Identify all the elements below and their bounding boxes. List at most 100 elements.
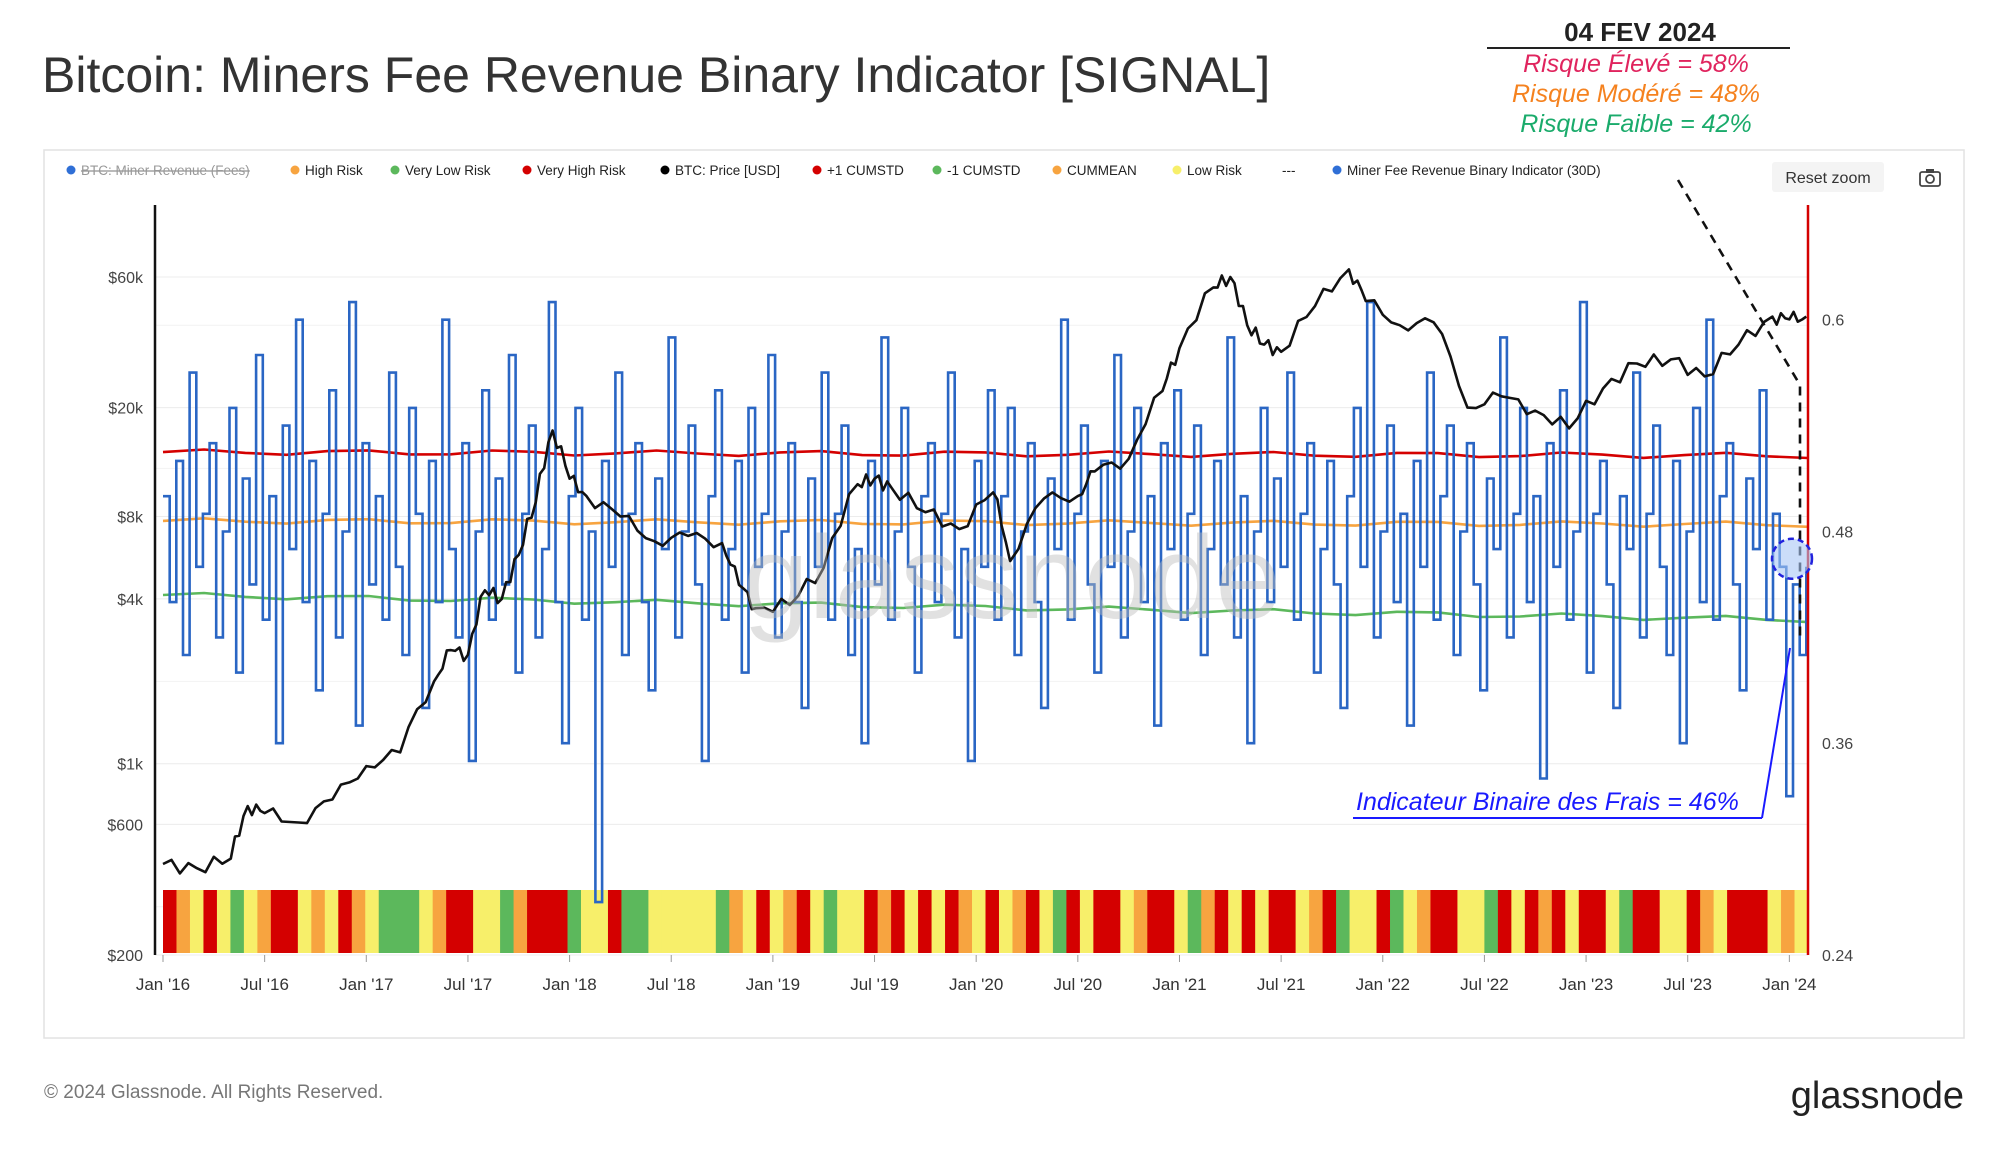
risk-annotation: 04 FEV 2024 Risque Élevé = 58% Risque Mo…: [1487, 17, 1790, 138]
risk-band-stripe: [1160, 890, 1175, 953]
reset-zoom-button[interactable]: Reset zoom: [1772, 162, 1884, 192]
risk-band-stripe: [1646, 890, 1661, 953]
risk-band-stripe: [648, 890, 663, 953]
x-tick-label: Jan '19: [746, 975, 800, 994]
legend-label: BTC: Price [USD]: [675, 163, 780, 178]
legend-item[interactable]: BTC: Price [USD]: [660, 163, 781, 178]
legend-marker: [290, 165, 300, 175]
x-tick-label: Jul '17: [444, 975, 493, 994]
risk-band-stripe: [1565, 890, 1580, 953]
risk-band-stripe: [540, 890, 555, 953]
legend-label: BTC: Miner Revenue (Fees): [81, 163, 250, 178]
risk-band-stripe: [756, 890, 771, 953]
legend-item[interactable]: BTC: Miner Revenue (Fees): [66, 163, 250, 178]
risk-band-stripe: [284, 890, 299, 953]
legend-label: -1 CUMSTD: [947, 163, 1021, 178]
legend-label: CUMMEAN: [1067, 163, 1137, 178]
risk-band-stripe: [796, 890, 811, 953]
risk-band-stripe: [1578, 890, 1593, 953]
risk-band-stripe: [1309, 890, 1324, 953]
legend-item[interactable]: ---: [1282, 163, 1296, 178]
risk-band-stripe: [972, 890, 987, 953]
legend-item[interactable]: CUMMEAN: [1052, 163, 1137, 178]
legend-item[interactable]: Miner Fee Revenue Binary Indicator (30D): [1332, 163, 1601, 178]
legend-marker: [522, 165, 532, 175]
legend-item[interactable]: -1 CUMSTD: [932, 163, 1021, 178]
risk-band-stripe: [365, 890, 380, 953]
y-right-tick-label: 0.48: [1822, 524, 1853, 541]
callout-pointer: [1761, 647, 1791, 819]
risk-band-stripe: [998, 890, 1014, 953]
risk-band-stripe: [904, 890, 919, 953]
legend-item[interactable]: High Risk: [290, 163, 364, 178]
risk-band-stripe: [1390, 890, 1405, 953]
page-title: Bitcoin: Miners Fee Revenue Binary Indic…: [42, 47, 1270, 103]
risk-band-stripe: [1079, 890, 1094, 953]
annotation-risk-high: Risque Élevé = 58%: [1523, 49, 1749, 78]
latest-value-marker: [1770, 537, 1814, 581]
legend-marker: [932, 165, 942, 175]
risk-band-stripe: [378, 890, 393, 953]
x-tick-label: Jan '24: [1762, 975, 1816, 994]
risk-band-stripe: [931, 890, 946, 953]
risk-band-stripe: [311, 890, 326, 953]
x-tick-label: Jan '22: [1356, 975, 1410, 994]
y-right-tick-label: 0.6: [1822, 313, 1844, 330]
risk-band-stripe: [1174, 890, 1189, 953]
risk-band-stripe: [1295, 890, 1310, 953]
risk-band-stripe: [1147, 890, 1162, 953]
risk-band-stripe: [351, 890, 366, 953]
camera-icon[interactable]: [1919, 169, 1941, 187]
risk-band-stripe: [823, 890, 838, 953]
legend-item[interactable]: Low Risk: [1172, 163, 1243, 178]
risk-band-stripe: [958, 890, 973, 953]
risk-band-stripe: [1713, 890, 1728, 953]
risk-band-stripe: [1228, 890, 1243, 953]
risk-band-stripe: [1025, 890, 1041, 953]
risk-band-stripe: [1133, 890, 1148, 953]
risk-band-stripe: [554, 890, 569, 953]
y-left-tick-label: $4k: [117, 592, 144, 609]
legend: BTC: Miner Revenue (Fees) High Risk Very L…: [66, 163, 1601, 178]
risk-band-stripe: [1363, 890, 1378, 953]
legend-item[interactable]: Very High Risk: [522, 163, 626, 178]
x-tick-label: Jan '21: [1152, 975, 1206, 994]
copyright-text: © 2024 Glassnode. All Rights Reserved.: [44, 1082, 383, 1103]
legend-item[interactable]: +1 CUMSTD: [812, 163, 905, 178]
risk-band-stripe: [338, 890, 353, 953]
risk-band-stripe: [163, 890, 178, 953]
risk-band-stripe: [459, 890, 474, 953]
risk-band-stripe: [1416, 890, 1432, 953]
x-tick-label: Jul '16: [240, 975, 289, 994]
y-right-tick-label: 0.24: [1822, 948, 1853, 965]
risk-band-stripe: [1430, 890, 1445, 953]
risk-band-stripe: [702, 890, 717, 953]
x-tick-label: Jan '18: [542, 975, 596, 994]
risk-band-stripe: [1551, 890, 1566, 953]
x-tick-label: Jan '17: [339, 975, 393, 994]
risk-band-stripe: [729, 890, 744, 953]
risk-band-stripe: [891, 890, 906, 953]
legend-label: +1 CUMSTD: [827, 163, 904, 178]
x-tick-label: Jul '22: [1460, 975, 1509, 994]
risk-band-stripe: [1524, 890, 1539, 953]
risk-band-stripe: [500, 890, 515, 953]
risk-band-stripe: [473, 890, 488, 953]
risk-band-stripe: [1349, 890, 1364, 953]
risk-band-stripe: [837, 890, 852, 953]
risk-band-stripe: [1268, 890, 1283, 953]
risk-band-stripe: [769, 890, 784, 953]
risk-band-stripe: [742, 890, 757, 953]
risk-band-stripe: [810, 890, 825, 953]
y-left-tick-label: $60k: [108, 270, 144, 287]
y-left-tick-label: $200: [107, 948, 143, 965]
risk-band-stripe: [1214, 890, 1229, 953]
risk-band-stripe: [1619, 890, 1634, 953]
risk-band-stripe: [1740, 890, 1755, 953]
risk-band-stripe: [486, 890, 501, 953]
risk-band-stripe: [203, 890, 218, 953]
legend-item[interactable]: Very Low Risk: [390, 163, 491, 178]
risk-band-stripe: [1201, 890, 1216, 953]
risk-band-stripe: [1673, 890, 1688, 953]
